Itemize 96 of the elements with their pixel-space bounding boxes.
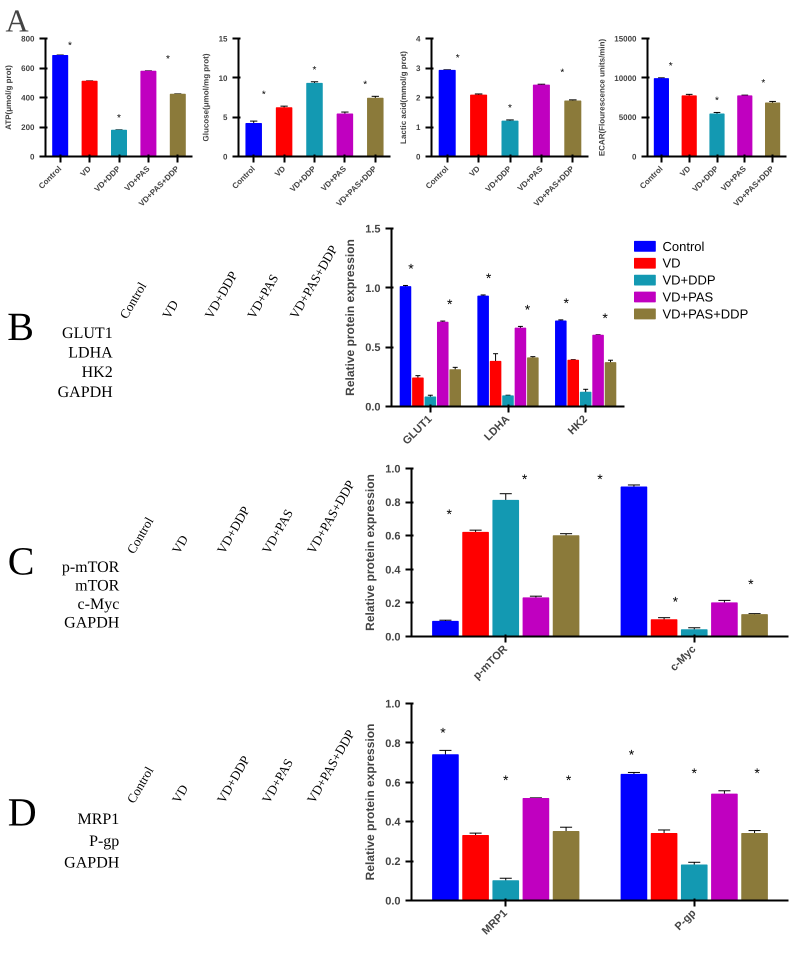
annotation: * bbox=[408, 260, 414, 277]
annotation: * bbox=[262, 89, 266, 100]
text: GAPDH bbox=[58, 384, 114, 401]
category-label: VD bbox=[158, 297, 182, 322]
annotation: * bbox=[754, 764, 760, 781]
legend-label: VD+PAS+DDP bbox=[662, 306, 748, 322]
text: HK2 bbox=[82, 364, 113, 382]
y-axis-title: Lactic acid(mmol/g prot) bbox=[399, 50, 408, 144]
annotation: * bbox=[715, 96, 720, 107]
annotation: * bbox=[447, 296, 454, 312]
y-tick-label: 0.2 bbox=[385, 598, 401, 610]
x-tick-label: VD bbox=[678, 164, 693, 179]
y-tick-label: 15000 bbox=[614, 34, 638, 44]
y-tick-label: 1.0 bbox=[365, 282, 381, 295]
y-axis-title: ATP(μmol/g prot) bbox=[4, 64, 14, 130]
text: mTOR bbox=[75, 578, 120, 595]
text: MRP1 bbox=[78, 811, 120, 828]
annotation: * bbox=[597, 470, 604, 487]
y-tick-label: 0.2 bbox=[385, 856, 401, 868]
y-tick-label: 1.0 bbox=[385, 464, 401, 476]
y-tick-label: 0 bbox=[416, 152, 422, 162]
y-tick-label: 0 bbox=[223, 152, 228, 162]
annotation: * bbox=[312, 64, 317, 76]
annotation: * bbox=[748, 576, 754, 592]
y-tick-label: 0 bbox=[632, 152, 638, 162]
annotation: * bbox=[446, 506, 452, 522]
text: LDHA bbox=[68, 344, 114, 362]
y-tick-label: 200 bbox=[21, 123, 36, 132]
y-tick-label: 4 bbox=[416, 34, 422, 44]
annotation: * bbox=[560, 67, 564, 78]
legend-label: Control bbox=[662, 238, 705, 254]
text: D bbox=[8, 789, 37, 834]
annotation: * bbox=[117, 112, 122, 124]
y-tick-label: 3 bbox=[416, 64, 422, 73]
annotation: * bbox=[564, 294, 570, 311]
y-tick-label: 10000 bbox=[614, 74, 638, 83]
annotation: * bbox=[456, 52, 460, 64]
y-tick-label: 0.6 bbox=[385, 777, 401, 790]
category-label: VD bbox=[168, 532, 191, 556]
annotation: * bbox=[503, 772, 510, 788]
y-axis-title: Relative protein expression bbox=[343, 239, 358, 396]
y-tick-label: 0.8 bbox=[385, 738, 401, 750]
legend-label: VD bbox=[662, 256, 681, 271]
y-tick-label: 0.0 bbox=[385, 896, 401, 908]
text: C bbox=[8, 538, 34, 584]
text: GAPDH bbox=[64, 854, 120, 872]
y-tick-label: 0.5 bbox=[365, 342, 381, 354]
y-tick-label: 1.5 bbox=[365, 224, 381, 236]
y-tick-label: 0.8 bbox=[385, 497, 401, 510]
y-tick-label: 2 bbox=[416, 94, 422, 102]
annotation: * bbox=[522, 470, 528, 487]
y-tick-label: 10 bbox=[218, 74, 228, 83]
legend-label: VD+DDP bbox=[662, 272, 716, 288]
legend-label: VD+PAS bbox=[662, 290, 714, 305]
y-tick-label: 800 bbox=[21, 34, 36, 44]
text: GAPDH bbox=[64, 614, 120, 632]
annotation: * bbox=[628, 746, 635, 763]
y-tick-label: 5 bbox=[223, 113, 228, 122]
y-tick-label: 0.6 bbox=[385, 530, 401, 543]
text: GLUT1 bbox=[62, 325, 113, 342]
text: p-mTOR bbox=[62, 559, 120, 576]
annotation: * bbox=[363, 79, 368, 90]
annotation: * bbox=[524, 302, 531, 318]
y-tick-label: 0 bbox=[30, 152, 36, 162]
annotation: * bbox=[566, 772, 572, 788]
y-tick-label: 0.0 bbox=[365, 402, 381, 414]
annotation: * bbox=[761, 78, 766, 90]
y-tick-label: 15 bbox=[218, 34, 228, 44]
x-tick-label: VD bbox=[78, 164, 93, 179]
annotation: * bbox=[68, 40, 72, 52]
y-tick-label: 0.4 bbox=[385, 816, 402, 829]
y-tick-label: 400 bbox=[21, 94, 36, 102]
annotation: * bbox=[668, 60, 673, 72]
y-tick-label: 0.4 bbox=[385, 564, 402, 576]
y-axis-title: Glucose(μmol/mg prot) bbox=[202, 53, 211, 142]
annotation: * bbox=[508, 103, 512, 114]
annotation: * bbox=[440, 724, 446, 741]
y-tick-label: 1.0 bbox=[385, 698, 401, 710]
y-tick-label: 600 bbox=[21, 64, 36, 73]
annotation: * bbox=[602, 310, 608, 326]
annotation: * bbox=[692, 764, 698, 781]
x-tick-label: VD bbox=[273, 164, 288, 179]
y-axis-title: Relative protein expression bbox=[363, 724, 378, 880]
y-tick-label: 5000 bbox=[618, 113, 638, 122]
text: P-gp bbox=[89, 832, 120, 850]
y-axis-title: ECAR(Flourescence units/min) bbox=[597, 38, 606, 156]
y-axis-title: Relative protein expression bbox=[363, 474, 378, 631]
annotation: * bbox=[166, 54, 170, 65]
annotation: * bbox=[486, 270, 492, 286]
text: c-Myc bbox=[78, 596, 120, 614]
y-tick-label: 1 bbox=[416, 123, 422, 132]
category-label: VD bbox=[168, 782, 191, 806]
x-tick-label: VD bbox=[468, 164, 482, 179]
y-tick-label: 0.0 bbox=[385, 632, 401, 644]
annotation: * bbox=[672, 593, 679, 610]
text: B bbox=[7, 304, 34, 349]
